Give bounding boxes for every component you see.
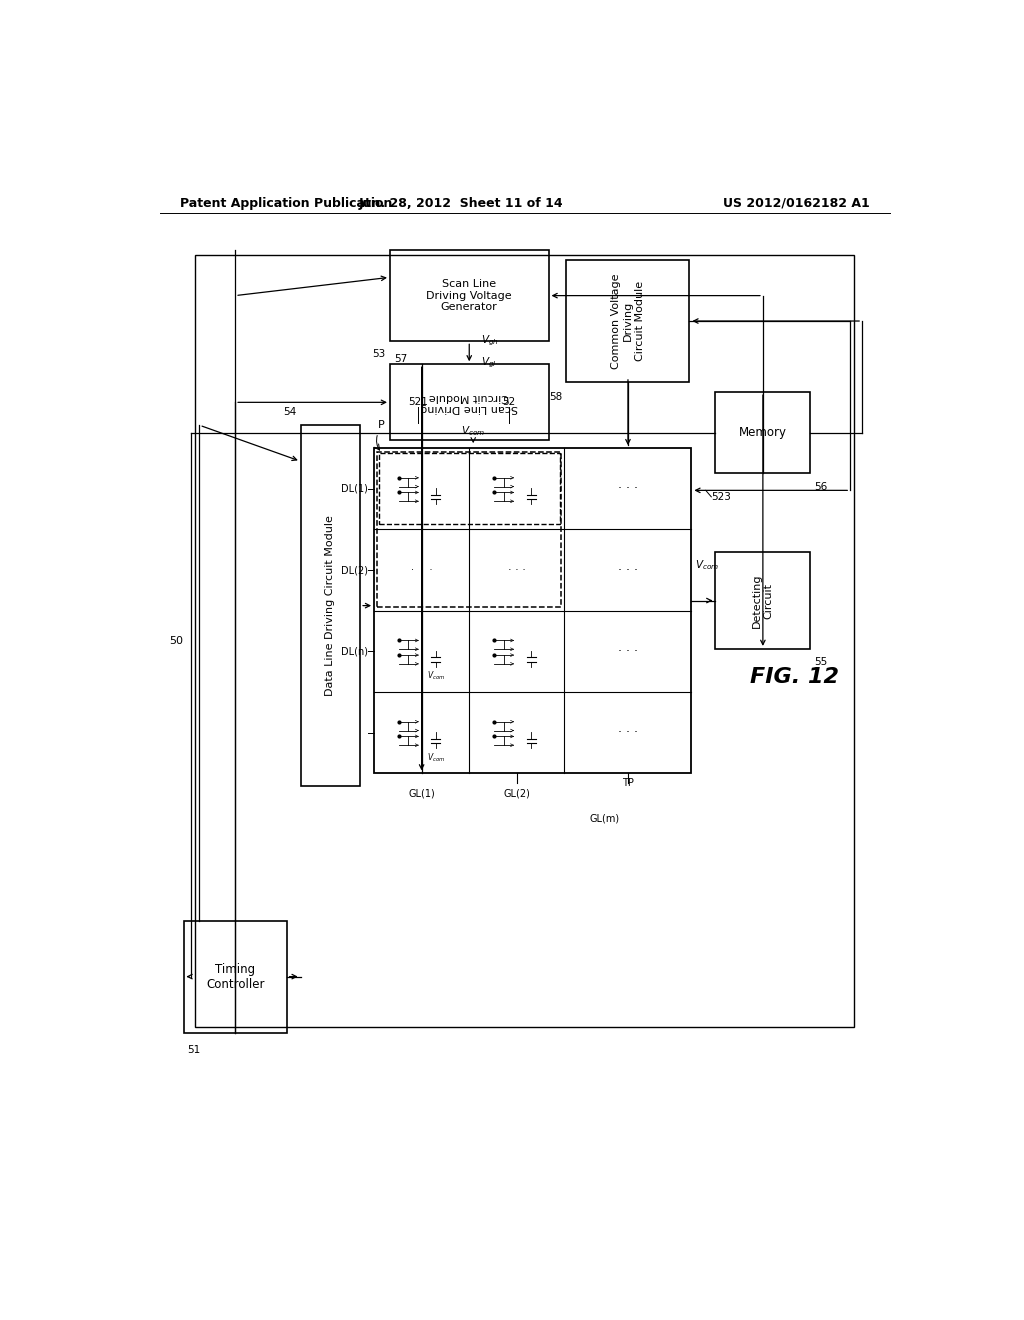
Text: 51: 51 (187, 1044, 201, 1055)
Text: GL(2): GL(2) (504, 788, 530, 799)
Text: $V_{com}$: $V_{com}$ (695, 558, 720, 572)
Text: Common Voltage
Driving
Circuit Module: Common Voltage Driving Circuit Module (611, 273, 644, 368)
Text: TP: TP (622, 779, 634, 788)
Bar (566, 260, 689, 381)
Bar (390, 249, 549, 342)
Text: 523: 523 (712, 492, 731, 502)
Text: $V_{com}$: $V_{com}$ (427, 669, 445, 682)
Bar (374, 447, 691, 774)
Bar (715, 392, 811, 474)
Text: ·  ·  ·: · · · (411, 565, 432, 576)
Text: Scan Line
Driving Voltage
Generator: Scan Line Driving Voltage Generator (426, 279, 512, 313)
Text: $V_{gh}$: $V_{gh}$ (481, 334, 499, 347)
Text: P: P (378, 420, 385, 430)
Text: Jun. 28, 2012  Sheet 11 of 14: Jun. 28, 2012 Sheet 11 of 14 (359, 197, 563, 210)
Text: · · ·: · · · (508, 565, 525, 576)
Text: Memory: Memory (739, 426, 786, 440)
Bar (196, 255, 854, 1027)
Text: DL(2): DL(2) (341, 565, 368, 576)
Text: Data Line Driving Circuit Module: Data Line Driving Circuit Module (326, 515, 336, 696)
Text: 54: 54 (284, 407, 297, 417)
Text: 52: 52 (503, 397, 515, 408)
Text: $V_{com}$: $V_{com}$ (427, 751, 445, 763)
Text: GL(1): GL(1) (409, 788, 435, 799)
Text: $V_{com}$: $V_{com}$ (461, 424, 485, 438)
Bar (379, 453, 560, 524)
Bar (183, 921, 287, 1032)
Text: Scan Line Driving
Circuit Module: Scan Line Driving Circuit Module (420, 392, 518, 413)
Text: 55: 55 (814, 657, 827, 667)
Text: · · ·: · · · (617, 645, 638, 657)
Text: · · ·: · · · (617, 726, 638, 739)
Text: GL(m): GL(m) (589, 814, 620, 824)
Text: 58: 58 (549, 392, 562, 403)
Text: 57: 57 (394, 354, 408, 363)
Bar (715, 552, 811, 649)
Text: · · ·: · · · (617, 564, 638, 577)
Text: Timing
Controller: Timing Controller (206, 962, 264, 990)
Text: FIG. 12: FIG. 12 (751, 667, 839, 686)
Text: US 2012/0162182 A1: US 2012/0162182 A1 (723, 197, 870, 210)
Text: 521: 521 (408, 397, 428, 408)
Bar (390, 364, 549, 441)
Bar (377, 453, 561, 607)
Text: DL(1): DL(1) (341, 483, 368, 494)
Bar (301, 425, 360, 785)
Text: 53: 53 (373, 348, 386, 359)
Text: Detecting
Circuit: Detecting Circuit (752, 573, 774, 628)
Text: DL(n): DL(n) (341, 647, 368, 656)
Text: 50: 50 (170, 636, 183, 647)
Text: Patent Application Publication: Patent Application Publication (179, 197, 392, 210)
Text: $V_{gl}$: $V_{gl}$ (481, 356, 497, 370)
Text: · · ·: · · · (617, 482, 638, 495)
Text: 56: 56 (814, 482, 827, 491)
